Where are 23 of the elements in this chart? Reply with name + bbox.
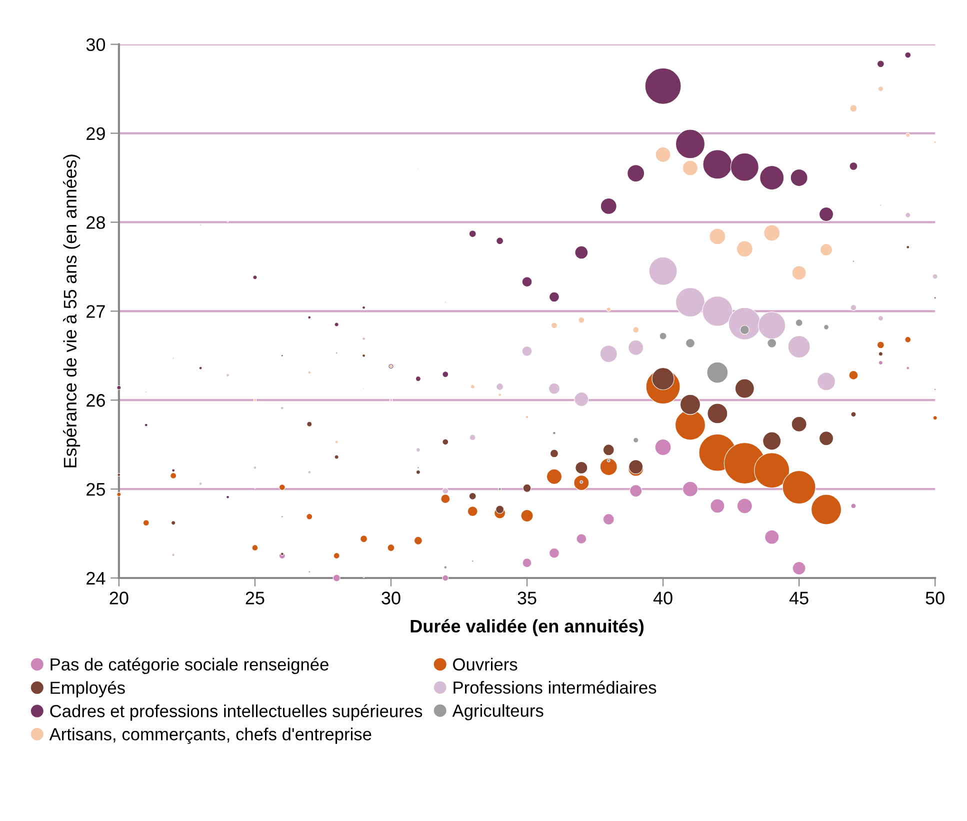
x-tick-label: 25 <box>246 592 264 604</box>
x-tick-label: 30 <box>382 592 400 604</box>
legend-label: Cadres et professions intellectuelles supérieures <box>50 704 422 721</box>
x-tick-label: 35 <box>518 592 536 604</box>
x-tick-label: 20 <box>110 592 128 604</box>
x-axis-title: Durée validée (en annuités) <box>410 619 644 636</box>
y-tick-label: 24 <box>86 572 106 585</box>
legend-label: Agriculteurs <box>452 704 544 720</box>
y-tick-label: 30 <box>86 38 106 52</box>
y-tick-label: 29 <box>86 127 105 140</box>
legend-label: Artisans, commerçants, chefs d'entreprise <box>49 728 372 744</box>
x-tick-label: 50 <box>926 592 944 604</box>
legend-label: Employés <box>50 680 125 698</box>
legend-label: Ouvriers <box>453 658 518 671</box>
y-axis-title: Espérance de vie à 55 ans (en années) <box>63 154 80 468</box>
x-tick-label: 45 <box>789 592 808 604</box>
y-tick-label: 25 <box>86 482 105 496</box>
y-tick-label: 26 <box>86 394 105 407</box>
y-tick-label: 27 <box>86 305 105 318</box>
y-tick-label: 28 <box>86 216 105 229</box>
x-tick-label: 40 <box>653 592 672 604</box>
legend-label: Pas de catégorie sociale renseignée <box>50 658 328 674</box>
legend-label: Professions intermédiaires <box>454 680 656 694</box>
